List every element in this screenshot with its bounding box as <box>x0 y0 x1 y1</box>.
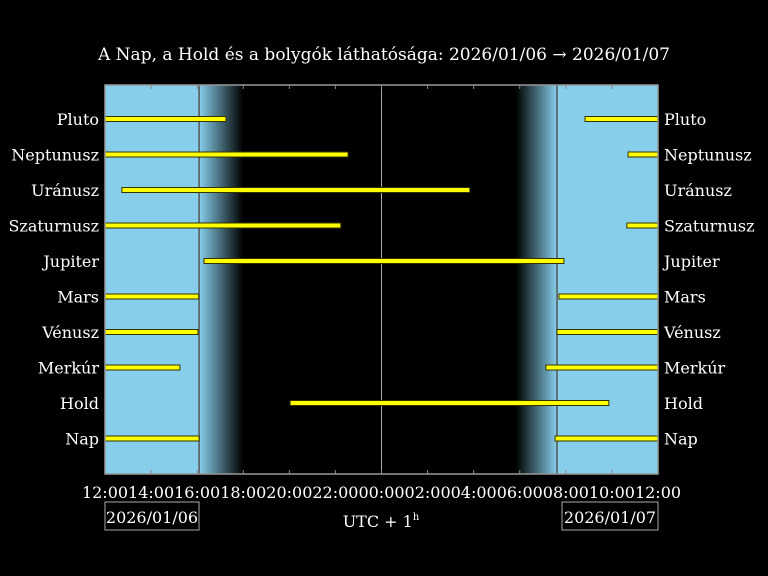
date-right-box <box>561 501 659 531</box>
date-left-box <box>104 501 200 531</box>
row-label-right: Neptunusz <box>664 146 752 165</box>
row-label-right: Jupiter <box>662 252 720 271</box>
x-tick-label: 12:00 <box>635 483 681 502</box>
visibility-bar-Mars <box>104 293 200 300</box>
visibility-bar-Merkúr <box>545 364 659 371</box>
day-region-left <box>105 85 200 474</box>
date-right: 2026/01/07 <box>564 508 656 527</box>
x-axis-label: UTC + 1h <box>343 512 420 531</box>
visibility-bar-Neptunusz <box>104 151 349 158</box>
row-label-left: Neptunusz <box>11 146 99 165</box>
x-tick-label: 08:00 <box>543 483 589 502</box>
plot-frame <box>104 84 659 475</box>
x-tick-label: 10:00 <box>589 483 635 502</box>
x-tick-label: 00:00 <box>358 483 404 502</box>
row-label-left: Merkúr <box>38 359 100 378</box>
row-label-left: Vénusz <box>41 323 99 342</box>
row-label-right: Szaturnusz <box>664 217 755 236</box>
visibility-bar-Merkúr <box>104 364 181 371</box>
visibility-bar-Szaturnusz <box>626 222 659 229</box>
visibility-bar-Pluto <box>584 116 659 122</box>
row-label-right: Merkúr <box>664 359 726 378</box>
x-axis-label-sup: h <box>413 512 420 523</box>
x-tick-label: 14:00 <box>128 483 174 502</box>
x-tick-label: 04:00 <box>451 483 497 502</box>
row-label-left: Uránusz <box>31 181 99 200</box>
row-label-left: Jupiter <box>41 252 99 271</box>
row-label-right: Mars <box>664 288 706 307</box>
date-left: 2026/01/06 <box>106 508 198 527</box>
day-region-right <box>557 85 658 474</box>
visibility-bar-Nap <box>104 435 200 442</box>
x-tick-label: 22:00 <box>312 483 358 502</box>
row-label-left: Hold <box>60 394 99 413</box>
x-tick-label: 16:00 <box>174 483 220 502</box>
x-tick-label: 20:00 <box>266 483 312 502</box>
visibility-bar-Vénusz <box>104 329 199 335</box>
row-label-left: Szaturnusz <box>8 217 99 236</box>
row-label-left: Pluto <box>57 110 99 129</box>
dawn-twilight <box>515 85 558 474</box>
row-label-right: Nap <box>664 430 698 449</box>
dusk-twilight <box>199 85 244 474</box>
row-label-left: Mars <box>57 288 99 307</box>
visibility-bar-Hold <box>289 400 610 406</box>
visibility-bar-Jupiter <box>203 258 565 264</box>
row-label-right: Hold <box>664 394 703 413</box>
row-label-right: Vénusz <box>663 323 721 342</box>
x-tick-label: 06:00 <box>497 483 543 502</box>
row-label-right: Pluto <box>664 110 706 129</box>
visibility-bar-Neptunusz <box>627 151 659 158</box>
chart-title: A Nap, a Hold és a bolygók láthatósága: … <box>97 45 670 65</box>
visibility-bar-Pluto <box>104 116 227 122</box>
x-tick-label: 18:00 <box>220 483 266 502</box>
row-label-left: Nap <box>65 430 99 449</box>
visibility-bar-Uránusz <box>121 187 471 193</box>
row-label-right: Uránusz <box>664 181 732 200</box>
visibility-bar-Nap <box>554 435 659 442</box>
x-tick-label: 02:00 <box>405 483 451 502</box>
visibility-bar-Mars <box>558 293 659 300</box>
x-tick-label: 12:00 <box>82 483 128 502</box>
visibility-bar-Vénusz <box>556 329 659 335</box>
x-axis-label-main: UTC + 1 <box>343 512 413 531</box>
visibility-bar-Szaturnusz <box>104 222 342 229</box>
